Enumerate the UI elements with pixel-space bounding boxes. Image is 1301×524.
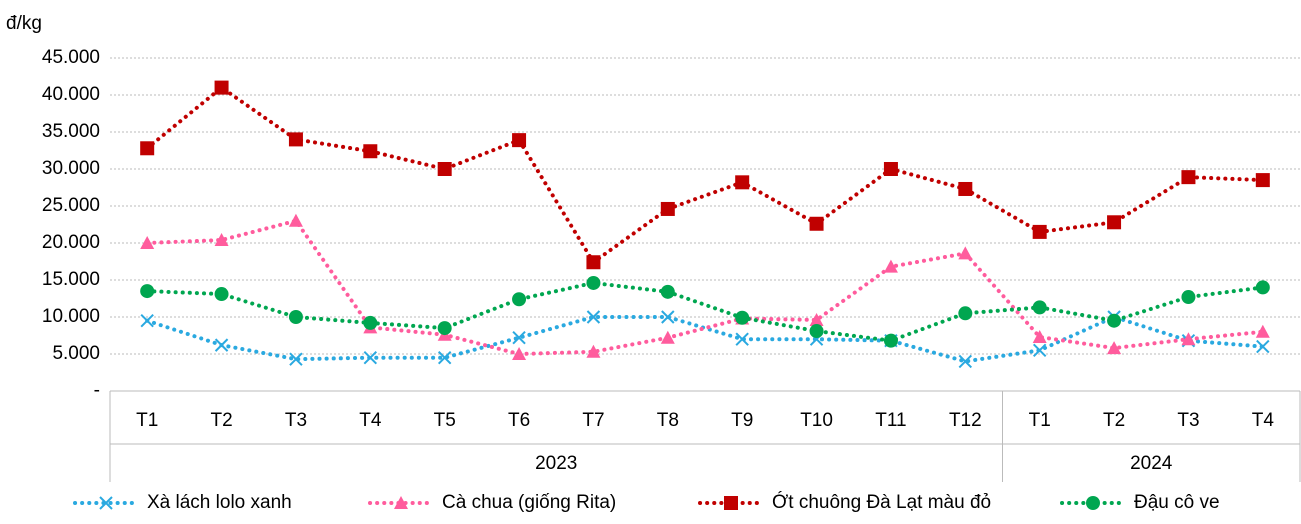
y-axis-label: đ/kg bbox=[6, 13, 42, 34]
x-tick-label: T4 bbox=[359, 410, 382, 431]
x-tick-label: T3 bbox=[285, 410, 307, 431]
marker bbox=[288, 132, 303, 147]
x-tick-label: T10 bbox=[800, 410, 833, 431]
y-tick-label: 20.000 bbox=[42, 232, 100, 253]
marker bbox=[1032, 329, 1047, 343]
marker bbox=[512, 292, 527, 307]
marker bbox=[1032, 300, 1047, 315]
legend-label: Ớt chuông Đà Lạt màu đỏ bbox=[772, 491, 991, 513]
marker bbox=[660, 284, 675, 299]
marker bbox=[512, 331, 526, 345]
x-tick-label: T1 bbox=[136, 410, 158, 431]
marker bbox=[1086, 496, 1100, 510]
marker bbox=[1255, 324, 1270, 338]
marker bbox=[437, 321, 452, 336]
y-tick-label: 15.000 bbox=[42, 269, 100, 290]
y-tick-label: 25.000 bbox=[42, 195, 100, 216]
marker bbox=[586, 255, 601, 270]
marker bbox=[809, 324, 824, 339]
series-line bbox=[145, 218, 1265, 357]
legend-label: Cà chua (giống Rita) bbox=[442, 492, 616, 513]
marker bbox=[1255, 173, 1270, 188]
marker bbox=[586, 310, 601, 324]
marker bbox=[512, 347, 527, 360]
y-tick-label: 45.000 bbox=[42, 47, 100, 68]
marker bbox=[883, 259, 898, 273]
y-tick-label: 35.000 bbox=[42, 121, 100, 142]
marker bbox=[437, 350, 452, 365]
marker bbox=[140, 313, 154, 328]
marker bbox=[586, 275, 601, 290]
marker bbox=[140, 236, 155, 249]
legend-label: Đậu cô ve bbox=[1134, 492, 1220, 513]
marker bbox=[958, 246, 973, 260]
marker bbox=[958, 354, 973, 369]
marker bbox=[660, 201, 675, 216]
y-tick-label: 5.000 bbox=[52, 343, 100, 364]
x-tick-label: T6 bbox=[508, 410, 530, 431]
marker bbox=[99, 496, 113, 510]
marker bbox=[214, 233, 229, 247]
marker bbox=[883, 333, 898, 348]
marker bbox=[214, 80, 229, 95]
group-label: 2023 bbox=[535, 453, 577, 474]
marker bbox=[363, 350, 378, 365]
marker bbox=[140, 284, 155, 299]
marker bbox=[1107, 215, 1122, 230]
marker bbox=[1181, 332, 1196, 346]
series-line bbox=[145, 85, 1265, 266]
x-tick-label: T3 bbox=[1177, 410, 1199, 431]
marker bbox=[214, 287, 229, 302]
marker bbox=[735, 332, 749, 346]
marker bbox=[883, 162, 898, 176]
marker bbox=[958, 181, 973, 196]
marker bbox=[809, 312, 824, 326]
marker bbox=[512, 133, 527, 148]
x-tick-label: T2 bbox=[1103, 410, 1125, 431]
y-tick-label: 10.000 bbox=[42, 306, 100, 327]
x-tick-label: T5 bbox=[434, 410, 456, 431]
marker bbox=[288, 213, 303, 227]
legend-label: Xà lách lolo xanh bbox=[147, 492, 292, 513]
marker bbox=[1032, 224, 1047, 239]
marker bbox=[288, 310, 303, 324]
x-tick-label: T2 bbox=[210, 410, 232, 431]
x-tick-label: T4 bbox=[1252, 410, 1275, 431]
marker bbox=[958, 306, 973, 321]
marker bbox=[214, 338, 229, 352]
x-tick-label: T9 bbox=[731, 410, 753, 431]
marker bbox=[809, 216, 824, 231]
series-line bbox=[145, 314, 1265, 364]
y-tick-label: 30.000 bbox=[42, 158, 100, 179]
marker bbox=[1181, 170, 1196, 185]
marker bbox=[1256, 339, 1270, 354]
marker bbox=[1255, 280, 1270, 295]
marker bbox=[1107, 341, 1122, 355]
x-tick-label: T12 bbox=[949, 410, 982, 431]
marker bbox=[735, 175, 750, 190]
marker bbox=[586, 344, 601, 358]
marker bbox=[363, 144, 378, 159]
marker bbox=[1181, 290, 1196, 305]
marker bbox=[363, 315, 378, 330]
series-line bbox=[145, 280, 1265, 343]
x-tick-label: T7 bbox=[582, 410, 604, 431]
x-tick-label: T11 bbox=[875, 410, 906, 431]
x-tick-label: T1 bbox=[1029, 410, 1051, 431]
marker bbox=[660, 330, 675, 344]
marker bbox=[1107, 313, 1122, 328]
y-tick-label: 40.000 bbox=[42, 84, 100, 105]
marker bbox=[661, 310, 675, 324]
marker bbox=[1032, 343, 1047, 358]
marker bbox=[724, 496, 738, 510]
group-label: 2024 bbox=[1130, 453, 1173, 474]
marker bbox=[437, 162, 452, 176]
marker bbox=[289, 352, 303, 366]
marker bbox=[394, 496, 408, 509]
x-tick-label: T8 bbox=[657, 410, 679, 431]
marker bbox=[140, 141, 155, 156]
marker bbox=[735, 310, 750, 325]
y-tick-label: - bbox=[94, 380, 100, 401]
